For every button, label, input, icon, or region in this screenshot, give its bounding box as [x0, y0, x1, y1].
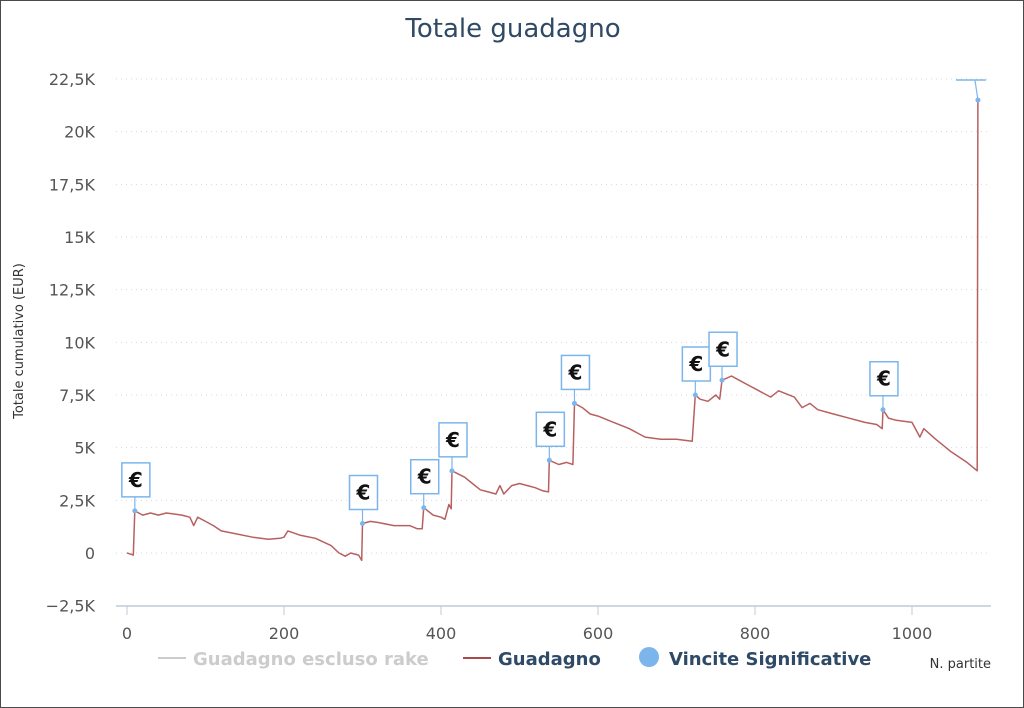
y-tick-label: 5K — [74, 439, 95, 458]
flag-label: € — [688, 352, 703, 376]
flag-box — [348, 474, 379, 511]
significant-win-flag[interactable]: € — [708, 331, 738, 383]
flag-box — [409, 458, 440, 495]
significant-win-flag[interactable]: € — [955, 79, 986, 103]
flag-label: € — [445, 428, 460, 452]
y-axis-ticks: −2,5K 0 2,5K 5K 7,5K 10K 12,5K 15K 17,5K 20K 22,5K — [46, 70, 96, 616]
y-tick-label: 0 — [85, 544, 95, 563]
significant-win-flag[interactable]: € — [438, 422, 468, 474]
significant-win-flag[interactable]: € — [560, 354, 591, 406]
flag-label: € — [128, 468, 143, 492]
x-tick-label: 0 — [122, 624, 132, 643]
flag-label: € — [542, 417, 557, 441]
win-marker[interactable] — [571, 400, 577, 406]
win-marker[interactable] — [692, 392, 698, 398]
win-marker[interactable] — [449, 468, 455, 474]
flag-box — [560, 354, 591, 391]
win-marker[interactable] — [546, 457, 552, 463]
significant-win-flag[interactable]: € — [535, 411, 566, 463]
y-tick-label: 15K — [64, 228, 95, 247]
x-axis-ticks: 0 200 400 600 800 1000 — [122, 606, 932, 643]
win-marker[interactable] — [975, 97, 981, 103]
series-line-guadagno[interactable] — [126, 100, 979, 562]
flag-label: € — [417, 465, 432, 489]
legend-item-vincite-significative[interactable]: Vincite Significative — [669, 649, 871, 670]
flag-stem — [974, 79, 979, 101]
significant-win-flag[interactable]: € — [348, 474, 379, 527]
legend[interactable]: Guadagno escluso rake Guadagno Vincite S… — [158, 647, 871, 670]
flag-box — [438, 422, 468, 458]
flag-box — [869, 360, 899, 397]
significant-win-flag[interactable]: € — [681, 346, 712, 398]
series-group — [126, 100, 979, 562]
flag-box — [535, 411, 566, 448]
win-marker[interactable] — [719, 377, 725, 383]
y-tick-label: 2,5K — [59, 491, 95, 510]
x-axis-label: N. partite — [930, 657, 991, 672]
x-tick-label: 600 — [583, 624, 614, 643]
x-tick-label: 400 — [426, 624, 457, 643]
flag-box — [121, 462, 151, 498]
y-tick-label: 10K — [64, 333, 95, 352]
y-tick-label: 20K — [64, 123, 95, 142]
flag-box — [708, 331, 738, 368]
significant-win-flag[interactable]: € — [869, 360, 899, 413]
flag-label: € — [356, 481, 371, 505]
chart-title: Totale guadagno — [404, 14, 620, 44]
y-tick-label: 17,5K — [49, 175, 96, 194]
win-marker[interactable] — [360, 521, 365, 527]
grid-lines — [116, 78, 991, 554]
x-tick-label: 1000 — [892, 624, 933, 643]
win-marker[interactable] — [880, 407, 886, 413]
legend-item-guadagno[interactable]: Guadagno — [498, 649, 601, 670]
x-tick-label: 800 — [740, 624, 771, 643]
significant-win-flag[interactable]: € — [409, 458, 440, 511]
flag-label: € — [715, 337, 730, 361]
legend-swatch-vincite-significative — [639, 647, 659, 667]
y-tick-label: 12,5K — [49, 281, 96, 300]
y-tick-label: 22,5K — [49, 70, 96, 89]
x-tick-label: 200 — [269, 624, 300, 643]
y-tick-label: −2,5K — [46, 597, 96, 616]
flag-label: € — [876, 367, 891, 391]
significant-wins-group: € € € € € € € € € € — [121, 79, 986, 527]
legend-item-guadagno-escluso-rake[interactable]: Guadagno escluso rake — [193, 649, 429, 670]
flag-label: € — [567, 360, 582, 384]
win-marker[interactable] — [132, 508, 138, 514]
significant-win-flag[interactable]: € — [121, 462, 151, 514]
y-axis-label: Totale cumulativo (EUR) — [12, 263, 27, 420]
win-marker[interactable] — [421, 505, 427, 511]
y-tick-label: 7,5K — [59, 386, 95, 405]
